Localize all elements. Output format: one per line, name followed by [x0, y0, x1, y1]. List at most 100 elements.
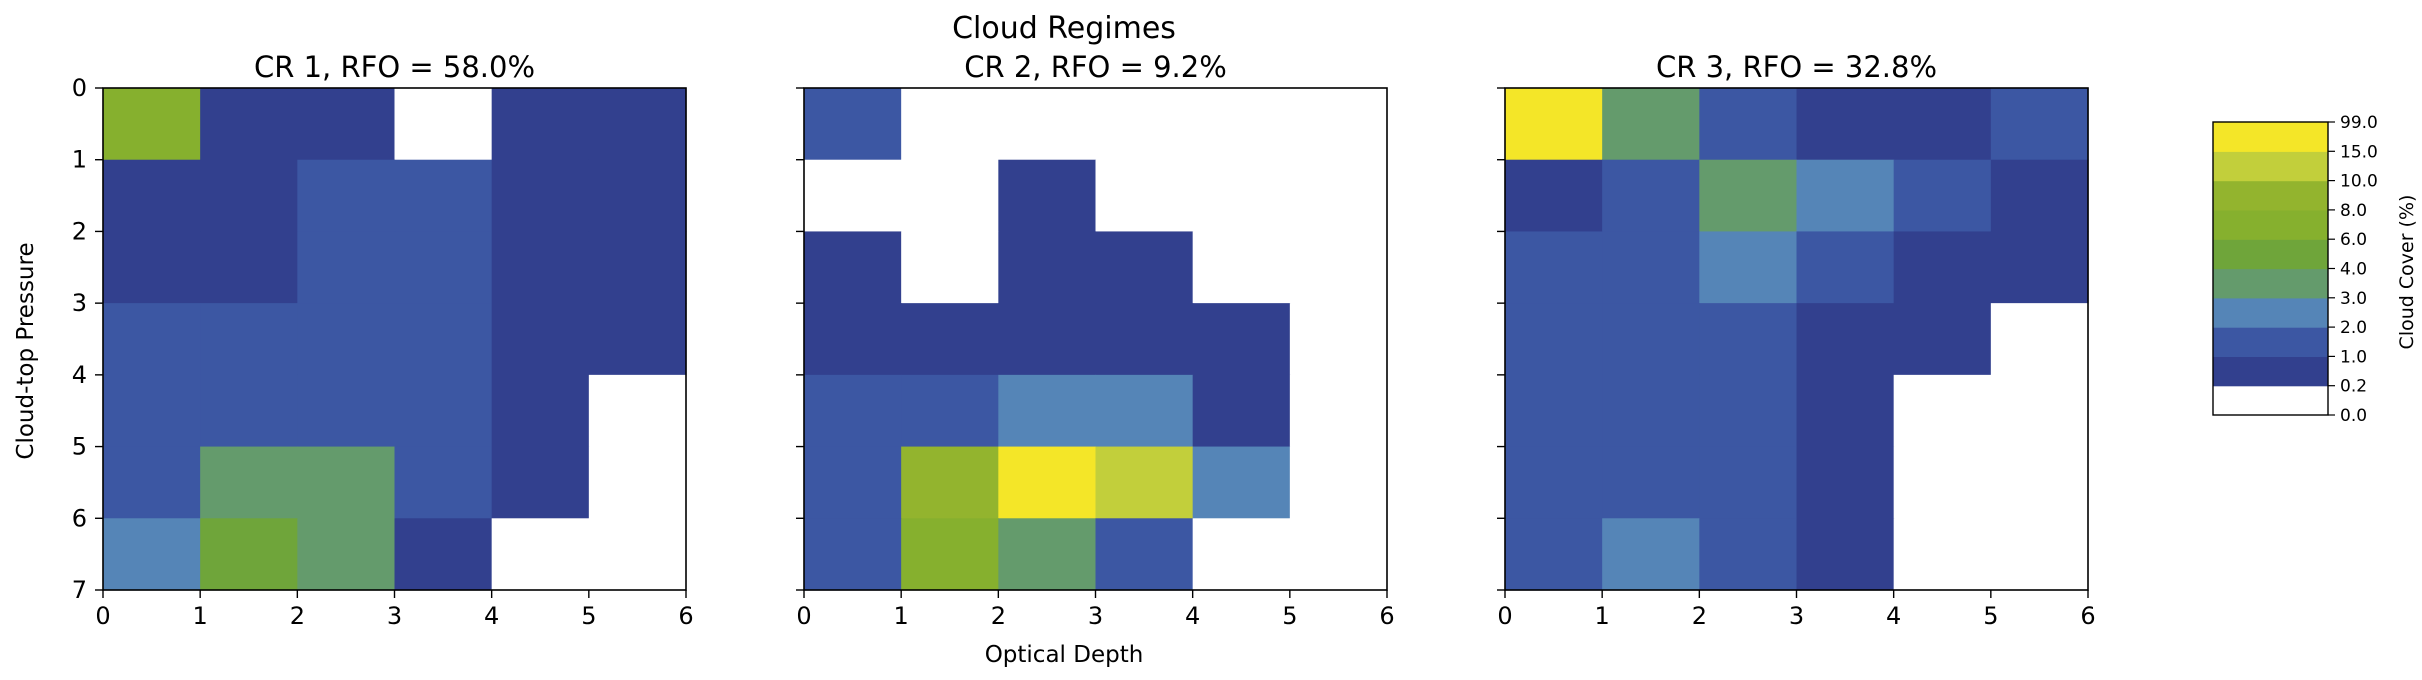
heatmap-cell-r6-c5 [588, 518, 687, 591]
heatmap-cell-r5-c5 [588, 446, 687, 519]
heatmap-cell-r0-c1 [200, 88, 298, 161]
heatmap-cell-r6-c4 [1893, 518, 1992, 591]
colorbar-swatch [2213, 297, 2328, 328]
x-tick-label: 5 [581, 602, 596, 630]
heatmap-cell-r5-c0 [103, 446, 201, 519]
heatmap-cell-r2-c1 [901, 231, 999, 304]
heatmap-cell-r0-c5 [1990, 88, 2089, 161]
heatmap-cell-r1-c5 [1990, 159, 2089, 233]
heatmap-cell-r6-c1 [901, 518, 999, 591]
x-tick-label: 4 [1886, 602, 1901, 630]
colorbar: 0.0 0.2 1.0 2.0 3.0 4.0 6.0 8.0 10.0 15.0 99.0 Clo… [2212, 113, 2418, 426]
colorbar-tick-label: 99.0 [2340, 113, 2378, 133]
colorbar-tick-label: 1.0 [2340, 347, 2367, 367]
heatmap-cell-r0-c2 [998, 88, 1097, 161]
heatmap-cell-r1-c0 [804, 159, 902, 233]
heatmap-cell-r4-c4 [491, 374, 590, 448]
heatmap-cell-r0-c3 [394, 88, 493, 161]
heatmap-cell-r1-c5 [588, 159, 687, 233]
heatmap-cell-r6-c5 [1289, 518, 1388, 591]
heatmap-cell-r6-c4 [1192, 518, 1291, 591]
heatmap-cell-r0-c2 [1699, 88, 1798, 161]
y-tick-label: 3 [72, 289, 87, 317]
heatmap-cell-r2-c1 [200, 231, 298, 304]
heatmap-cell-r0-c4 [1192, 88, 1291, 161]
heatmap-cell-r4-c5 [1289, 374, 1388, 448]
panel-title-cr3: CR 3, RFO = 32.8% [1656, 50, 1937, 84]
figure-title: Cloud Regimes [952, 11, 1176, 46]
heatmap-cell-r1-c5 [1289, 159, 1388, 233]
heatmap-cell-r3-c0 [103, 303, 201, 376]
heatmap-cell-r5-c2 [998, 446, 1097, 519]
heatmap-cell-r5-c1 [901, 446, 999, 519]
x-tick-label: 3 [1088, 602, 1103, 630]
heatmap-cell-r4-c3 [1796, 374, 1895, 448]
heatmap-cell-r1-c4 [1192, 159, 1291, 233]
x-tick-label: 4 [1185, 602, 1200, 630]
y-tick-label: 4 [72, 361, 87, 389]
heatmap-cell-r4-c3 [1095, 374, 1194, 448]
colorbar-swatch [2213, 356, 2328, 387]
heatmap-cell-r5-c1 [200, 446, 298, 519]
x-tick-label: 1 [1595, 602, 1610, 630]
colorbar-swatch [2213, 209, 2328, 240]
heatmap-cell-r2-c0 [804, 231, 902, 304]
heatmap-cell-r1-c1 [200, 159, 298, 233]
heatmap-cell-r2-c0 [1505, 231, 1603, 304]
x-tick-label: 2 [290, 602, 305, 630]
heatmap-panel-cr3: CR 3, RFO = 32.8% 0 1 2 3 4 5 6 [1497, 50, 2096, 630]
x-tick-label: 1 [193, 602, 208, 630]
heatmap-cell-r3-c4 [1893, 303, 1992, 376]
heatmap-cell-r4-c0 [1505, 374, 1603, 448]
heatmap-cell-r0-c1 [901, 88, 999, 161]
heatmap-cell-r0-c0 [804, 88, 902, 161]
heatmap-cell-r1-c2 [1699, 159, 1798, 233]
colorbar-swatch [2213, 268, 2328, 299]
heatmap-cell-r2-c5 [588, 231, 687, 304]
colorbar-swatch [2213, 239, 2328, 270]
x-tick-label: 6 [678, 602, 693, 630]
colorbar-tick-label: 6.0 [2340, 230, 2367, 250]
heatmap-cell-r1-c0 [103, 159, 201, 233]
heatmap-cell-r5-c3 [394, 446, 493, 519]
heatmap-cell-r2-c4 [1192, 231, 1291, 304]
heatmap-cell-r1-c4 [1893, 159, 1992, 233]
heatmap-cell-r5-c4 [491, 446, 590, 519]
heatmap-cell-r6-c0 [1505, 518, 1603, 591]
heatmap-cell-r2-c4 [491, 231, 590, 304]
heatmap-cell-r2-c3 [394, 231, 493, 304]
heatmap-cell-r6-c3 [1796, 518, 1895, 591]
y-tick-label: 1 [72, 146, 87, 174]
panel-title-cr2: CR 2, RFO = 9.2% [964, 50, 1227, 84]
heatmap-cell-r1-c3 [1796, 159, 1895, 233]
heatmap-cell-r0-c5 [1289, 88, 1388, 161]
heatmap-cell-r3-c2 [998, 303, 1097, 376]
colorbar-tick-label: 2.0 [2340, 318, 2367, 338]
heatmap-cell-r4-c2 [1699, 374, 1798, 448]
colorbar-swatch [2213, 385, 2328, 416]
heatmap-cell-r0-c0 [103, 88, 201, 161]
heatmap-cell-r2-c5 [1990, 231, 2089, 304]
heatmap-cell-r1-c2 [297, 159, 396, 233]
heatmap-cell-r5-c4 [1893, 446, 1992, 519]
heatmap-cell-r1-c1 [1602, 159, 1700, 233]
heatmap-cell-r0-c2 [297, 88, 396, 161]
colorbar-tick-label: 8.0 [2340, 201, 2367, 221]
heatmap-cell-r3-c5 [1990, 303, 2089, 376]
heatmap-cell-r5-c5 [1289, 446, 1388, 519]
heatmap-cell-r2-c4 [1893, 231, 1992, 304]
colorbar-swatch [2213, 180, 2328, 211]
heatmap-cell-r3-c1 [901, 303, 999, 376]
heatmap-cell-r3-c4 [1192, 303, 1291, 376]
colorbar-swatch [2213, 122, 2328, 152]
heatmap-cell-r6-c2 [998, 518, 1097, 591]
heatmap-cell-r3-c5 [588, 303, 687, 376]
heatmap-cell-r3-c1 [200, 303, 298, 376]
colorbar-swatch [2213, 151, 2328, 182]
heatmap-cell-r4-c1 [1602, 374, 1700, 448]
heatmap-cell-r3-c0 [1505, 303, 1603, 376]
heatmap-cell-r6-c0 [103, 518, 201, 591]
heatmap-cell-r6-c1 [1602, 518, 1700, 591]
colorbar-tick-label: 0.2 [2340, 377, 2367, 397]
